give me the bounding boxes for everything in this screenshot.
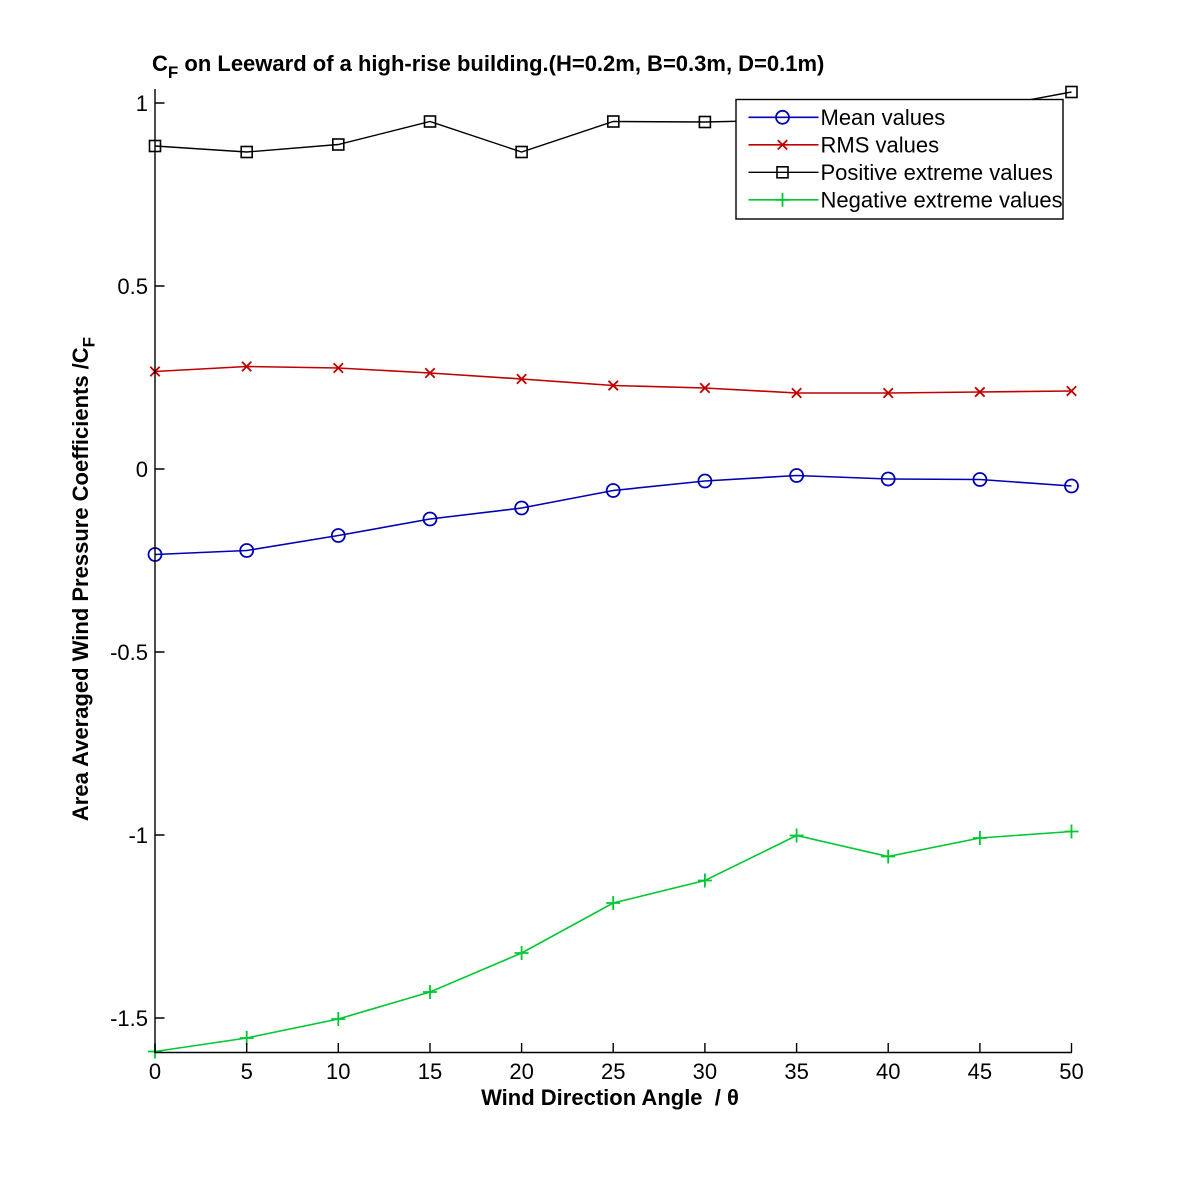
svg-text:0.5: 0.5 (117, 274, 148, 299)
svg-text:Positive extreme values: Positive extreme values (821, 160, 1053, 185)
svg-text:Mean values: Mean values (821, 105, 946, 130)
svg-text:35: 35 (784, 1059, 808, 1084)
svg-text:20: 20 (509, 1059, 533, 1084)
svg-text:Negative extreme values: Negative extreme values (821, 187, 1063, 212)
svg-text:0: 0 (149, 1059, 161, 1084)
svg-text:40: 40 (876, 1059, 900, 1084)
svg-text:30: 30 (693, 1059, 717, 1084)
svg-text:10: 10 (326, 1059, 350, 1084)
svg-text:5: 5 (241, 1059, 253, 1084)
svg-text:25: 25 (601, 1059, 625, 1084)
svg-text:50: 50 (1059, 1059, 1083, 1084)
svg-text:1: 1 (136, 91, 148, 116)
svg-text:-1.5: -1.5 (110, 1006, 148, 1031)
svg-text:Wind Direction Angle / θ: Wind Direction Angle / θ (481, 1085, 739, 1110)
svg-text:45: 45 (968, 1059, 992, 1084)
svg-text:-1: -1 (128, 823, 148, 848)
svg-text:15: 15 (418, 1059, 442, 1084)
svg-text:0: 0 (136, 457, 148, 482)
svg-text:-0.5: -0.5 (110, 640, 148, 665)
svg-text:RMS values: RMS values (821, 132, 940, 157)
